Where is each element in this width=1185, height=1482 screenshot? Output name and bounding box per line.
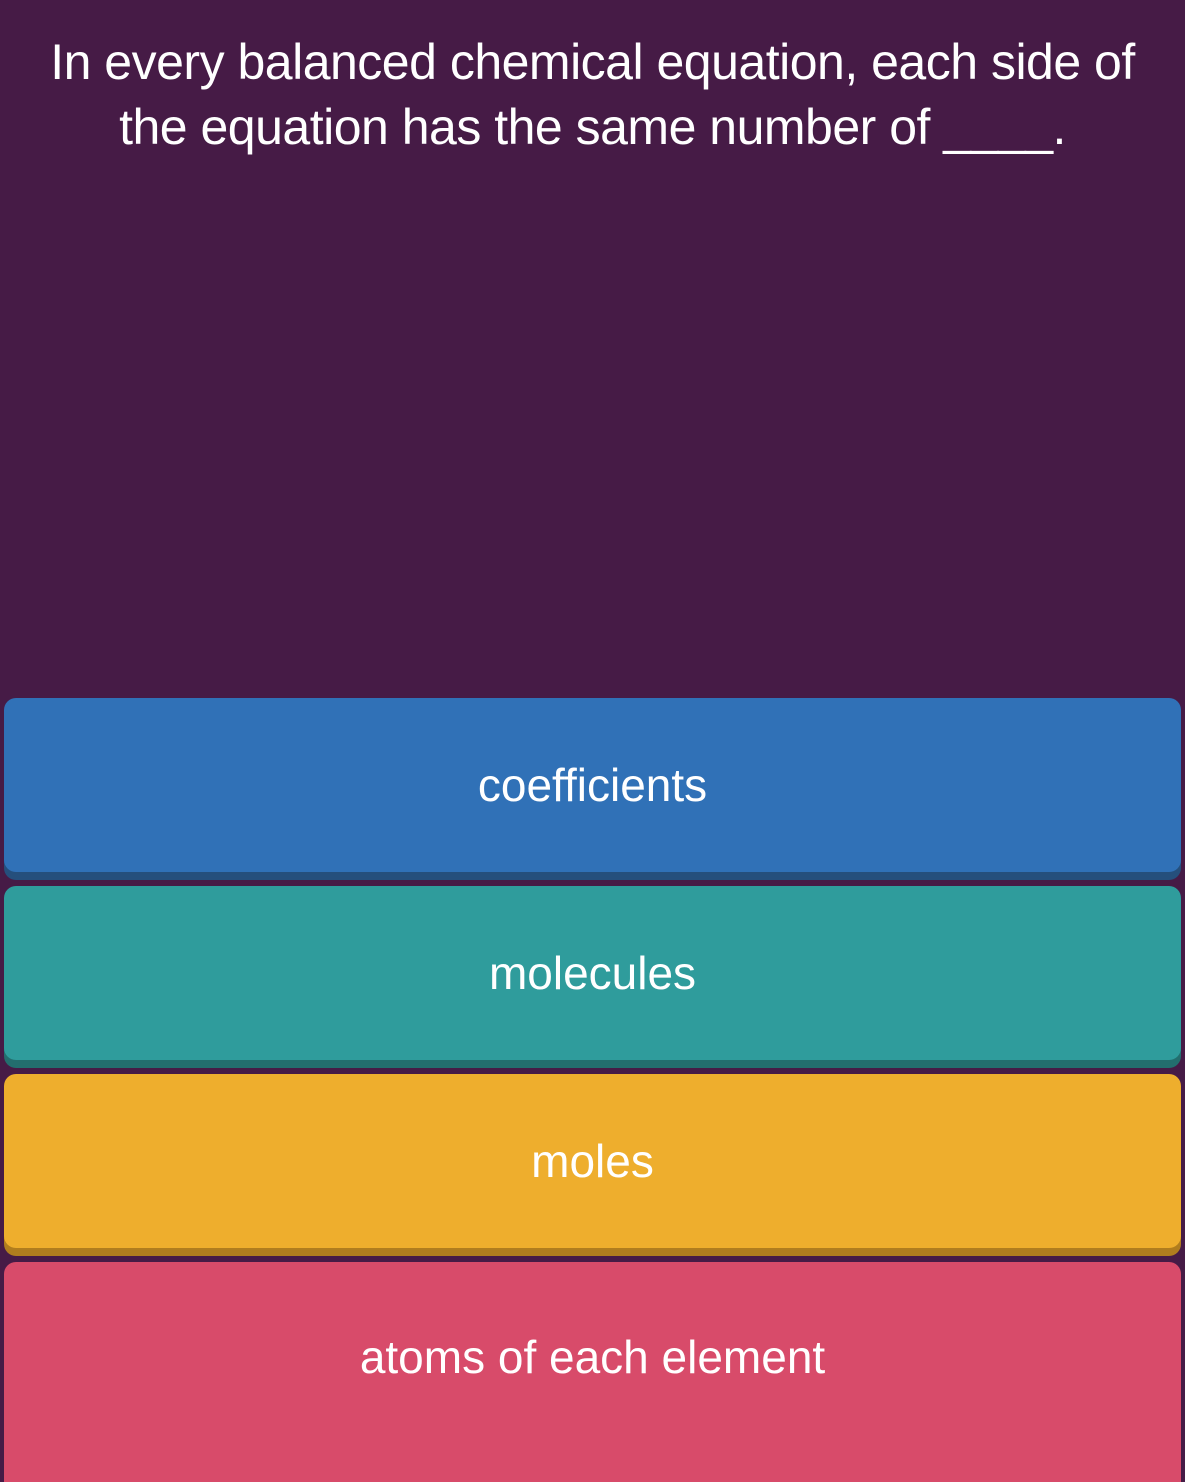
question-container: In every balanced chemical equation, eac… (0, 0, 1185, 160)
answer-option-3[interactable]: moles (4, 1074, 1181, 1248)
question-text: In every balanced chemical equation, eac… (30, 30, 1155, 160)
answer-label: molecules (489, 946, 696, 1000)
answers-container: coefficients molecules moles atoms of ea… (0, 698, 1185, 1482)
answer-label: atoms of each element (360, 1330, 825, 1384)
answer-option-1[interactable]: coefficients (4, 698, 1181, 872)
answer-label: coefficients (478, 758, 707, 812)
answer-option-2[interactable]: molecules (4, 886, 1181, 1060)
answer-label: moles (531, 1134, 654, 1188)
answer-option-4[interactable]: atoms of each element (4, 1262, 1181, 1482)
